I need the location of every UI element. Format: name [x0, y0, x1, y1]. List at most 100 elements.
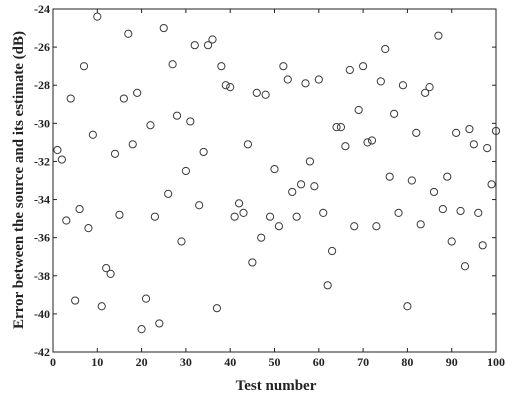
x-tick-label: 40 — [224, 355, 236, 369]
data-points — [53, 12, 501, 334]
y-tick-label: -30 — [34, 116, 50, 130]
x-tick-label: 80 — [401, 355, 413, 369]
data-point — [403, 302, 412, 311]
data-point — [137, 325, 146, 334]
data-point — [172, 111, 182, 120]
data-point — [447, 237, 456, 246]
data-point — [128, 140, 137, 149]
data-point — [265, 212, 275, 221]
data-point — [217, 62, 226, 71]
data-point — [288, 187, 297, 197]
y-axis-ticks: -24 -26 -28 -30 -32 -34 -36 -38 -40 -42 — [34, 2, 496, 359]
data-point — [261, 90, 270, 99]
data-point — [203, 41, 213, 50]
data-point — [57, 155, 66, 164]
data-point — [341, 142, 350, 151]
x-axis-ticks: 0 10 20 30 40 50 60 70 80 90 100 — [50, 9, 505, 369]
x-tick-label: 50 — [269, 355, 281, 369]
data-point — [390, 109, 399, 118]
x-tick-label: 100 — [487, 355, 505, 369]
data-point — [452, 128, 461, 137]
x-tick-label: 0 — [50, 355, 56, 369]
data-point — [93, 12, 102, 21]
data-point — [141, 294, 151, 303]
data-point — [385, 172, 394, 181]
y-tick-label: -40 — [34, 307, 50, 321]
data-point — [381, 44, 390, 54]
data-point — [398, 81, 408, 90]
data-point — [478, 241, 487, 250]
data-point — [97, 302, 106, 311]
data-point — [407, 176, 416, 185]
y-tick-label: -34 — [34, 193, 50, 207]
data-point — [443, 172, 452, 181]
data-point — [296, 180, 306, 189]
data-point — [79, 62, 89, 71]
y-axis-label: Error between the source and its estimat… — [11, 31, 27, 329]
data-point — [257, 233, 266, 242]
data-point — [425, 83, 434, 92]
x-axis-label: Test number — [236, 378, 317, 394]
data-point — [327, 246, 337, 256]
x-tick-label: 70 — [357, 355, 369, 369]
data-point — [119, 94, 128, 103]
data-point — [208, 35, 217, 44]
data-point — [301, 79, 310, 88]
data-point — [248, 258, 257, 267]
data-point — [88, 130, 97, 139]
x-tick-label: 90 — [446, 355, 458, 369]
data-point — [314, 75, 323, 84]
data-point — [376, 77, 385, 86]
data-point — [332, 123, 341, 132]
data-point — [84, 224, 93, 233]
data-point — [429, 187, 439, 197]
data-point — [372, 222, 381, 231]
data-point — [150, 212, 159, 221]
data-point — [319, 208, 328, 217]
data-point — [421, 88, 430, 97]
data-point — [124, 29, 133, 38]
data-point — [243, 140, 253, 149]
data-point — [460, 262, 470, 271]
data-point — [252, 88, 261, 97]
y-tick-label: -36 — [34, 231, 50, 245]
data-point — [283, 75, 292, 84]
x-tick-label: 10 — [91, 355, 103, 369]
data-point — [487, 180, 496, 189]
data-point — [270, 164, 279, 174]
data-point — [292, 212, 301, 221]
data-point — [199, 147, 208, 157]
data-point — [66, 94, 75, 103]
data-point — [310, 182, 319, 191]
data-point — [164, 189, 173, 198]
data-point — [133, 88, 142, 97]
y-tick-label: -28 — [34, 78, 50, 92]
data-point — [491, 126, 501, 136]
data-point — [363, 138, 372, 147]
x-tick-label: 30 — [180, 355, 192, 369]
data-point — [53, 145, 62, 155]
y-tick-label: -32 — [34, 154, 50, 168]
data-point — [323, 281, 332, 290]
data-point — [115, 210, 124, 219]
data-point — [274, 222, 284, 231]
data-point — [336, 123, 346, 132]
y-tick-label: -26 — [34, 40, 50, 54]
data-point — [469, 140, 478, 149]
y-tick-label: -24 — [34, 2, 50, 16]
data-point — [239, 208, 248, 217]
data-point — [62, 216, 71, 225]
data-point — [359, 62, 368, 71]
data-point — [350, 222, 359, 231]
data-point — [75, 204, 84, 214]
data-point — [195, 201, 204, 210]
data-point — [354, 105, 363, 115]
data-point — [456, 206, 465, 216]
data-point — [186, 117, 195, 126]
data-point — [394, 208, 403, 217]
data-point — [168, 60, 177, 69]
data-point — [226, 83, 235, 92]
data-point — [177, 237, 186, 246]
data-point — [155, 319, 164, 328]
